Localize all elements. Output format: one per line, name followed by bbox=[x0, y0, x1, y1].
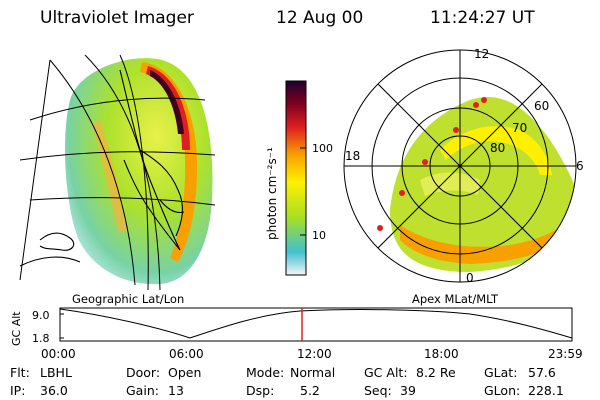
app-title: Ultraviolet Imager bbox=[40, 8, 194, 28]
timeline-ytick-low: 1.8 bbox=[32, 332, 50, 345]
altitude-timeline: GC Alt 9.0 1.8 00:00 06:00 12:00 18:00 2… bbox=[10, 307, 583, 361]
polar-map: 12 18 6 0 60 70 80 bbox=[343, 47, 584, 285]
colorbar: 100 10 photon cm⁻²s⁻¹ bbox=[265, 80, 333, 276]
ip-value: 36.0 bbox=[40, 383, 68, 398]
colorbar-tick-10: 10 bbox=[312, 229, 326, 242]
timeline-xtick-0600: 06:00 bbox=[169, 347, 204, 361]
seq-value: 39 bbox=[400, 383, 416, 398]
glon-value: 228.1 bbox=[528, 383, 564, 398]
geographic-map bbox=[19, 54, 216, 291]
gcalt-value: 8.2 Re bbox=[416, 365, 456, 380]
lat-label-80: 80 bbox=[490, 141, 505, 155]
timeline-xtick-1800: 18:00 bbox=[424, 347, 459, 361]
timeline-xtick-1200: 12:00 bbox=[297, 347, 332, 361]
mlt-label-0: 0 bbox=[466, 271, 474, 285]
door-value: Open bbox=[168, 365, 202, 380]
dsp-value: 5.2 bbox=[300, 383, 320, 398]
flt-label: Flt: bbox=[10, 365, 30, 380]
timeline-ytick-high: 9.0 bbox=[32, 309, 50, 322]
ip-label: IP: bbox=[10, 383, 26, 398]
colorbar-tick-100: 100 bbox=[312, 142, 333, 155]
colorbar-unit-label: photon cm⁻²s⁻¹ bbox=[265, 147, 279, 240]
lat-label-60: 60 bbox=[534, 99, 549, 113]
flt-value: LBHL bbox=[40, 365, 72, 380]
gain-value: 13 bbox=[168, 383, 184, 398]
door-label: Door: bbox=[126, 365, 161, 380]
lat-label-70: 70 bbox=[512, 121, 527, 135]
timeline-xtick-2359: 23:59 bbox=[548, 347, 583, 361]
timeline-xtick-0000: 00:00 bbox=[41, 347, 76, 361]
gain-label: Gain: bbox=[126, 383, 159, 398]
timeline-ylabel: GC Alt bbox=[10, 311, 23, 346]
mlt-label-6: 6 bbox=[576, 159, 584, 173]
glat-label: GLat: bbox=[484, 365, 518, 380]
mlt-label-12: 12 bbox=[474, 47, 489, 61]
date-readout: 12 Aug 00 bbox=[276, 8, 364, 28]
polar-panel-caption: Apex MLat/MLT bbox=[412, 292, 499, 306]
glon-label: GLon: bbox=[484, 383, 521, 398]
mode-value: Normal bbox=[290, 365, 336, 380]
geo-panel-caption: Geographic Lat/Lon bbox=[72, 292, 184, 306]
dsp-label: Dsp: bbox=[246, 383, 275, 398]
gcalt-label: GC Alt: bbox=[364, 365, 408, 380]
mlt-label-18: 18 bbox=[345, 149, 360, 163]
glat-value: 57.6 bbox=[528, 365, 556, 380]
time-readout: 11:24:27 UT bbox=[430, 8, 535, 28]
seq-label: Seq: bbox=[364, 383, 392, 398]
mode-label: Mode: bbox=[246, 365, 285, 380]
